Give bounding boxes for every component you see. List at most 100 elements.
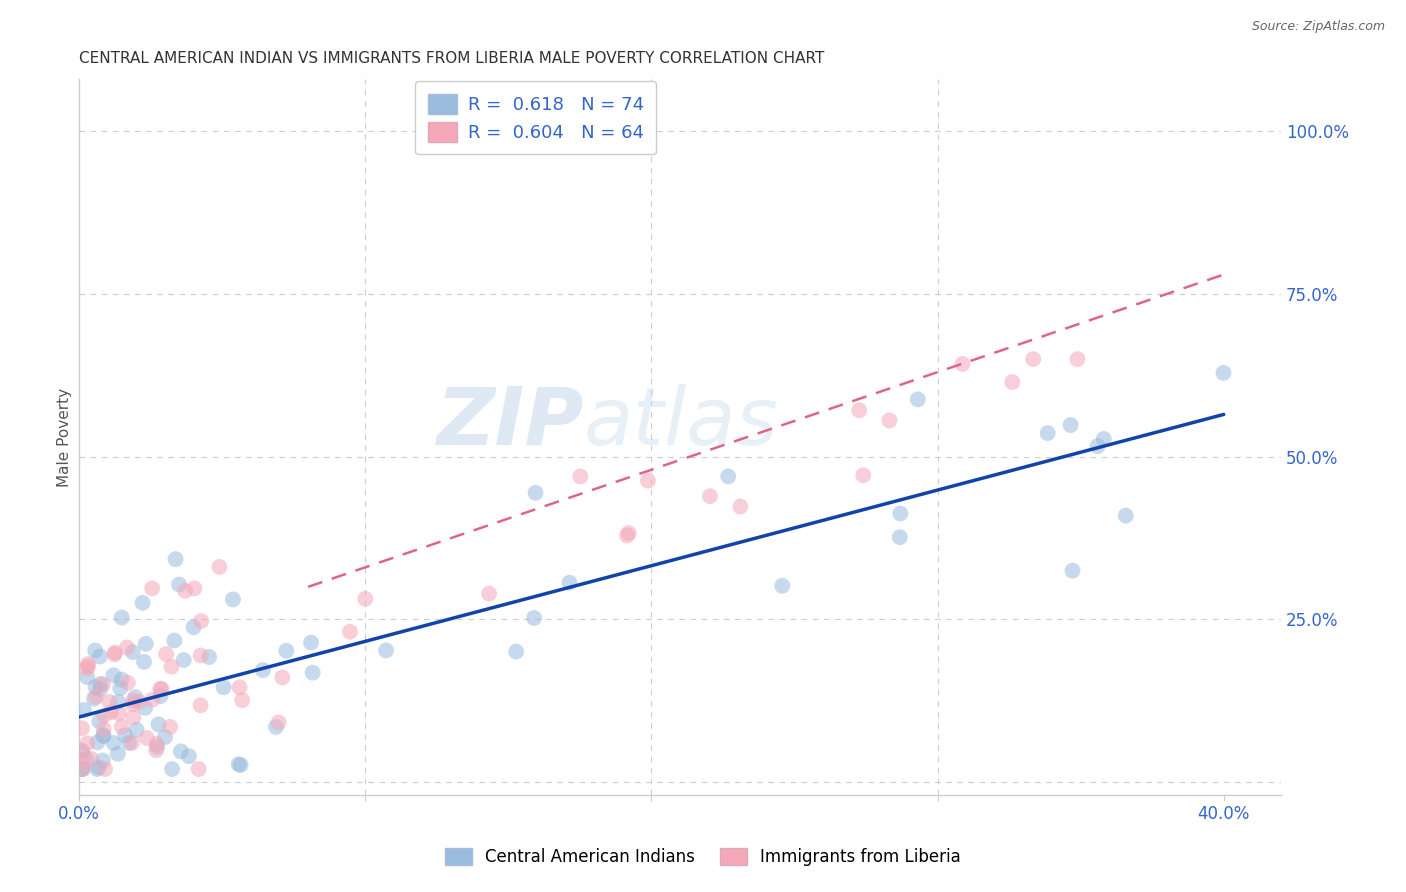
Point — [148, 717, 170, 731]
Point — [145, 737, 167, 751]
Point — [75, 752, 97, 766]
Text: Source: ZipAtlas.com: Source: ZipAtlas.com — [1251, 20, 1385, 33]
Point — [150, 682, 173, 697]
Point — [76, 662, 98, 676]
Point — [1092, 432, 1115, 446]
Point — [103, 648, 125, 662]
Point — [122, 698, 145, 712]
Point — [84, 643, 107, 657]
Point — [122, 693, 145, 707]
Point — [190, 698, 212, 713]
Point — [146, 739, 169, 754]
Point — [198, 650, 221, 665]
Point — [84, 680, 107, 694]
Point — [1022, 352, 1045, 367]
Point — [1059, 418, 1081, 433]
Point — [76, 736, 98, 750]
Point — [121, 645, 143, 659]
Point — [111, 720, 134, 734]
Point — [852, 468, 875, 483]
Point — [617, 526, 640, 541]
Point — [1087, 439, 1109, 453]
Point — [159, 720, 181, 734]
Point — [124, 690, 146, 705]
Point — [128, 695, 150, 709]
Point — [730, 500, 752, 514]
Point — [1036, 426, 1059, 441]
Point — [699, 489, 721, 503]
Point — [107, 695, 129, 709]
Point — [94, 762, 117, 776]
Point — [111, 673, 134, 687]
Point — [252, 663, 274, 677]
Point — [770, 579, 793, 593]
Point — [93, 708, 115, 723]
Point — [160, 659, 183, 673]
Point — [354, 591, 377, 606]
Point — [267, 715, 290, 730]
Point — [103, 668, 125, 682]
Point — [1001, 375, 1024, 389]
Point — [72, 762, 94, 776]
Point — [160, 762, 183, 776]
Point — [134, 700, 156, 714]
Point — [70, 753, 93, 767]
Point — [83, 691, 105, 706]
Point — [879, 413, 901, 427]
Text: ZIP: ZIP — [436, 384, 583, 462]
Point — [637, 474, 659, 488]
Point — [149, 689, 172, 703]
Point — [170, 744, 193, 758]
Point — [155, 647, 177, 661]
Point — [86, 762, 108, 776]
Point — [177, 749, 200, 764]
Point — [167, 577, 190, 591]
Point — [70, 721, 93, 735]
Point — [907, 392, 929, 407]
Point — [190, 614, 212, 628]
Point — [132, 655, 155, 669]
Point — [524, 486, 547, 500]
Point — [80, 752, 103, 766]
Point — [70, 745, 93, 759]
Point — [89, 714, 111, 729]
Point — [173, 653, 195, 667]
Point — [89, 677, 111, 691]
Point — [122, 710, 145, 724]
Point — [76, 670, 98, 684]
Point — [212, 680, 235, 694]
Point — [125, 723, 148, 737]
Point — [952, 357, 974, 371]
Text: CENTRAL AMERICAN INDIAN VS IMMIGRANTS FROM LIBERIA MALE POVERTY CORRELATION CHAR: CENTRAL AMERICAN INDIAN VS IMMIGRANTS FR… — [79, 51, 824, 66]
Point — [1066, 352, 1088, 367]
Point — [1115, 508, 1137, 523]
Point — [136, 731, 159, 745]
Point — [264, 720, 287, 734]
Point — [558, 575, 581, 590]
Point — [153, 730, 176, 744]
Point — [91, 754, 114, 768]
Point — [848, 403, 870, 417]
Point — [73, 703, 96, 717]
Point — [375, 643, 398, 657]
Point — [131, 596, 153, 610]
Point — [77, 659, 100, 673]
Point — [84, 690, 107, 704]
Point — [569, 469, 592, 483]
Point — [190, 648, 212, 663]
Point — [91, 677, 114, 691]
Point — [174, 583, 197, 598]
Point — [231, 693, 253, 707]
Point — [1062, 564, 1084, 578]
Point — [616, 528, 638, 542]
Point — [187, 762, 209, 776]
Point — [208, 560, 231, 574]
Point — [183, 582, 205, 596]
Point — [104, 646, 127, 660]
Point — [717, 469, 740, 483]
Point — [523, 611, 546, 625]
Point — [111, 610, 134, 624]
Point — [1212, 366, 1234, 380]
Point — [141, 692, 163, 706]
Point — [114, 728, 136, 742]
